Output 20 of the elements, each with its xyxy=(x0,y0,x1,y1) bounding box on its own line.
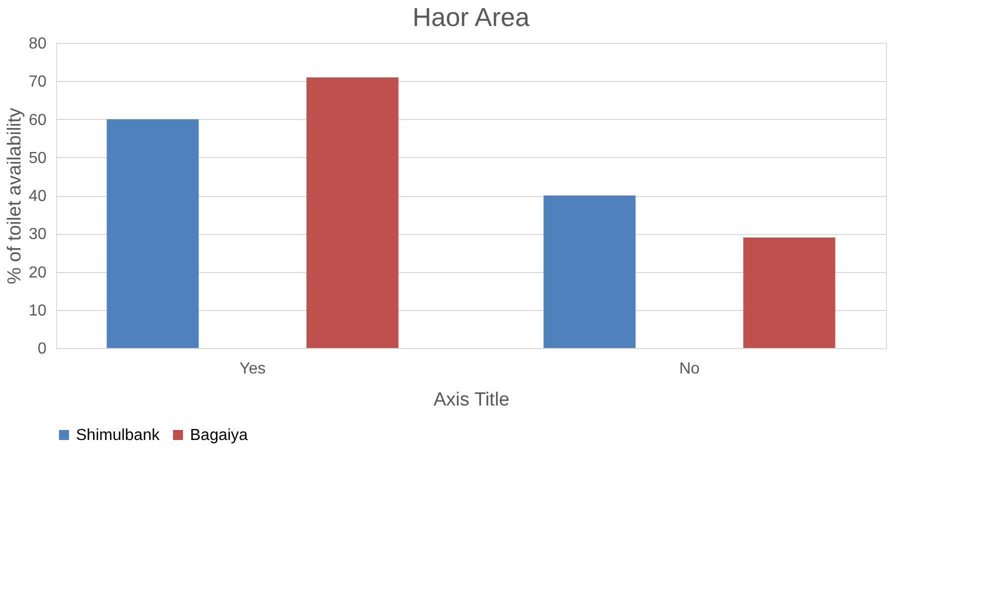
bar xyxy=(544,196,636,348)
y-tick-label: 80 xyxy=(28,36,47,52)
bar xyxy=(743,237,836,348)
y-tick-label: 10 xyxy=(28,302,47,320)
x-tick-label: No xyxy=(679,360,700,378)
chart-title: Haor Area xyxy=(412,2,530,32)
bar xyxy=(306,77,398,348)
y-axis-title: % of toilet availability xyxy=(4,107,26,284)
y-tick-label: 0 xyxy=(38,340,47,358)
x-tick-label: Yes xyxy=(240,360,266,378)
legend-label: Bagaiya xyxy=(190,427,248,444)
x-axis-title: Axis Title xyxy=(433,390,510,410)
legend-label: Shimulbank xyxy=(76,427,161,444)
y-tick-label: 70 xyxy=(28,74,47,91)
y-tick-label: 50 xyxy=(28,150,47,167)
bar xyxy=(106,119,199,348)
y-tick-label: 40 xyxy=(28,188,47,205)
y-tick-label: 20 xyxy=(28,264,47,282)
y-tick-label: 30 xyxy=(28,226,47,244)
y-tick-label: 60 xyxy=(28,112,47,129)
